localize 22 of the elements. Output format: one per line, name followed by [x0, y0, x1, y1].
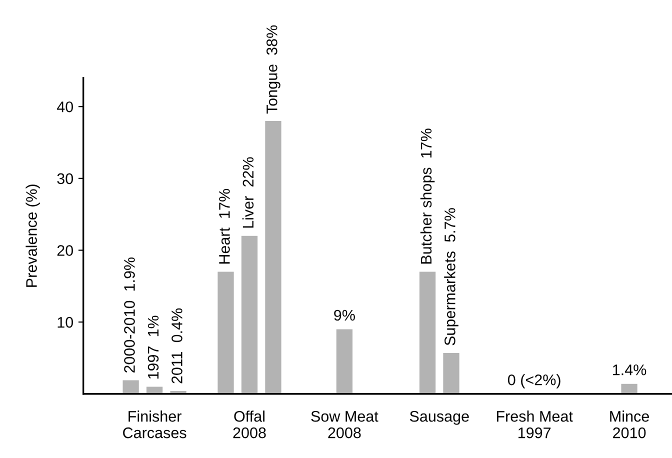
x-tick-label: Offal 2008: [233, 410, 266, 438]
y-tick-label: 30: [57, 173, 74, 184]
data-label: Butcher shops 17%: [420, 128, 435, 264]
y-axis-title: Prevalence (%): [26, 184, 40, 287]
data-label: Tongue 38%: [266, 25, 280, 114]
x-tick-label: Mince 2010: [610, 410, 649, 438]
y-tick-label: 20: [57, 245, 74, 256]
x-tick-label: Fresh Meat 1997: [496, 410, 573, 438]
data-label: 9%: [334, 310, 355, 321]
x-tick-label: Sow Meat 2008: [311, 410, 378, 438]
data-label: 1.4%: [613, 364, 646, 376]
data-label: Supermarkets 5.7%: [444, 208, 458, 346]
data-label: 1997 1%: [148, 316, 159, 379]
y-tick-label: 10: [58, 316, 74, 328]
data-label: Liver 22%: [242, 157, 254, 228]
y-tick-label: 40: [56, 101, 74, 112]
data-label: 2000-2010 1.9%: [124, 257, 135, 373]
data-label: 2011 0.4%: [172, 308, 182, 384]
x-tick-label: Finisher Carcases: [123, 410, 186, 438]
data-label: Heart 17%: [219, 188, 230, 264]
x-tick-label: Sausage: [410, 410, 469, 425]
data-label: 0 (<2%): [508, 374, 560, 388]
